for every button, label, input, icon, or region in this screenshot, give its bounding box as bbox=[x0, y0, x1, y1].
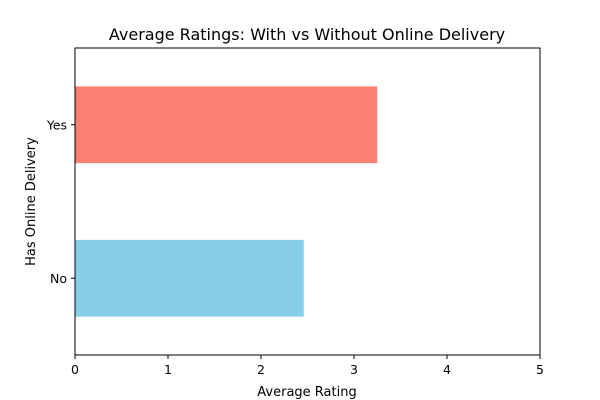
x-axis-label: Average Rating bbox=[257, 385, 356, 400]
x-tick-label: 0 bbox=[71, 362, 79, 377]
x-tick-label: 2 bbox=[257, 362, 265, 377]
y-axis-ticks: No Yes bbox=[46, 117, 75, 286]
y-tick-label: No bbox=[50, 271, 67, 286]
bar-no bbox=[75, 239, 304, 317]
plot-frame bbox=[74, 47, 541, 356]
x-tick-label: 5 bbox=[536, 362, 544, 377]
y-tick-label: Yes bbox=[46, 117, 67, 132]
x-tick-label: 3 bbox=[350, 362, 358, 377]
bar-yes bbox=[75, 86, 378, 164]
x-axis-ticks: 0 1 2 3 4 5 bbox=[71, 355, 544, 377]
x-tick-label: 4 bbox=[443, 362, 451, 377]
x-tick-label: 1 bbox=[164, 362, 172, 377]
bars-group bbox=[75, 86, 378, 317]
y-axis-label: Has Online Delivery bbox=[24, 137, 39, 266]
chart-title: Average Ratings: With vs Without Online … bbox=[109, 25, 505, 44]
